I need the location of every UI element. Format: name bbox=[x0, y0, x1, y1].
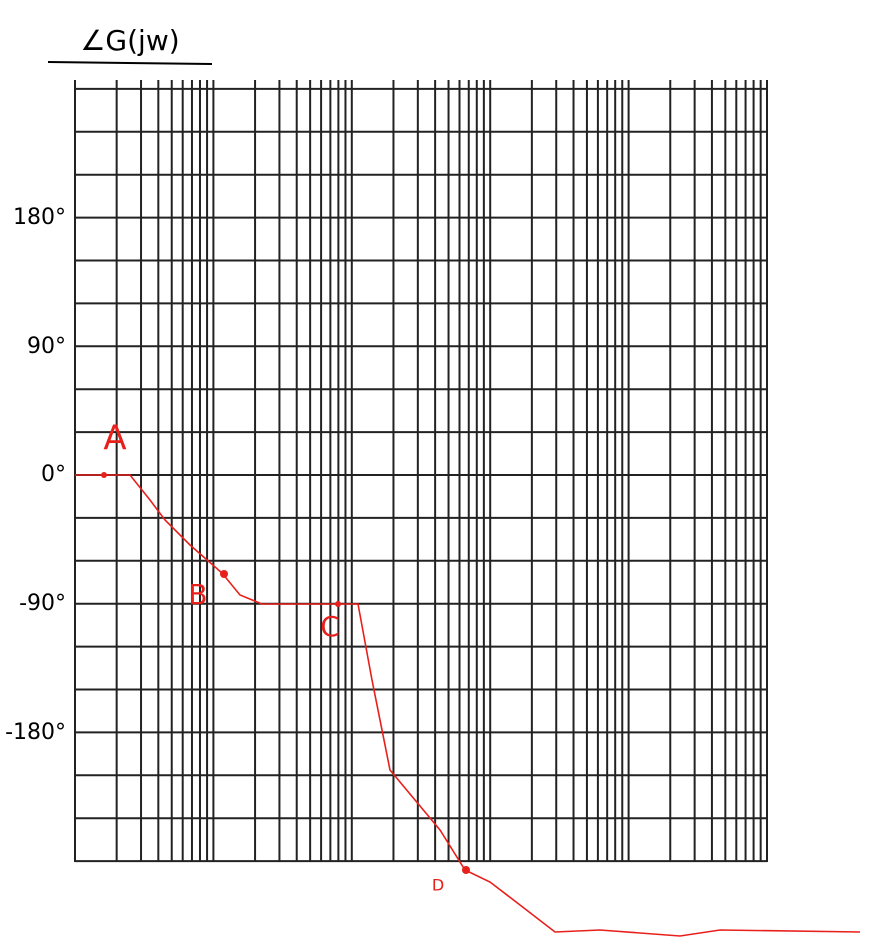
phase-curve bbox=[75, 474, 861, 937]
title: ∠G(jw) bbox=[80, 24, 179, 57]
point-label: C bbox=[320, 610, 340, 643]
point-markers bbox=[101, 472, 470, 874]
marker-a bbox=[101, 472, 107, 478]
y-labels: 180° 90° 0° -90° -180° bbox=[5, 205, 66, 745]
y-label: 180° bbox=[13, 205, 66, 230]
title-underline bbox=[47, 61, 213, 65]
marker-d bbox=[462, 866, 470, 874]
marker-c bbox=[335, 601, 341, 607]
grid bbox=[74, 80, 768, 863]
y-label: 90° bbox=[27, 334, 66, 359]
point-label: B bbox=[188, 578, 207, 611]
point-label: A bbox=[103, 419, 126, 459]
y-label: 0° bbox=[41, 462, 66, 487]
y-label: -180° bbox=[5, 720, 66, 745]
marker-b bbox=[220, 570, 228, 578]
point-labels: A B C D bbox=[103, 419, 444, 895]
point-label: D bbox=[432, 876, 444, 895]
y-label: -90° bbox=[19, 591, 66, 616]
